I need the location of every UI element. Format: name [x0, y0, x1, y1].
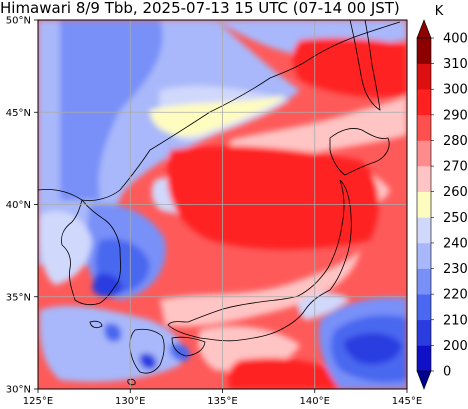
- colorbar-segment: [417, 268, 431, 295]
- lat-tick-label: 30°N: [6, 385, 31, 396]
- longitude-ticks: 125°E 130°E 135°E 140°E 145°E: [23, 389, 422, 407]
- warm-core-east: [166, 145, 379, 250]
- colorbar-over-triangle: [416, 19, 432, 39]
- colorbar-label: 400: [443, 32, 468, 47]
- colorbar-segment: [417, 319, 431, 346]
- colorbar-label: 260: [443, 185, 468, 200]
- japan-pale-patches: [160, 250, 360, 327]
- northwest-cloud-core: [60, 20, 163, 200]
- colorbar-segment: [417, 166, 431, 192]
- southeast-deep-core: [344, 333, 402, 365]
- lon-tick-label: 145°E: [392, 396, 422, 407]
- colorbar-segment: [417, 191, 431, 218]
- map-title: Himawari 8/9 Tbb, 2025-07-13 15 UTC (07-…: [0, 0, 400, 17]
- colorbar-label: 230: [443, 262, 468, 277]
- warm-core-south: [228, 358, 340, 389]
- lat-tick-label: 50°N: [6, 16, 31, 27]
- colorbar-label: 250: [443, 211, 468, 226]
- kyushu-cloud-core: [104, 323, 122, 342]
- colorbar-segment: [417, 63, 431, 90]
- lon-tick-label: 135°E: [207, 396, 237, 407]
- colorbar-label: 280: [443, 134, 468, 149]
- colorbar: 0 200 210 220 230 240 250 260 270 280 290 300 310 400…: [416, 4, 468, 390]
- korea-deep-core: [92, 273, 123, 297]
- lon-tick-label: 130°E: [115, 396, 145, 407]
- colorbar-segment: [417, 140, 431, 167]
- south-kyushu-core: [139, 353, 157, 370]
- lon-tick-label: 140°E: [300, 396, 330, 407]
- latitude-ticks: 30°N 35°N 40°N 45°N 50°N: [6, 16, 38, 396]
- colorbar-segment: [417, 345, 431, 372]
- cloud-field: [38, 20, 407, 389]
- colorbar-segment: [417, 89, 431, 116]
- colorbar-segment: [417, 114, 431, 141]
- colorbar-unit: K: [435, 4, 444, 19]
- sakhalin-coastline: [349, 20, 381, 111]
- colorbar-segment: [417, 294, 431, 321]
- yellow-band-north: [150, 95, 285, 137]
- colorbar-segment: [417, 242, 431, 269]
- colorbar-segment: [417, 38, 431, 64]
- colorbar-label: 0: [443, 365, 451, 380]
- shikoku-coastline: [171, 336, 206, 357]
- jeju-coastline: [89, 320, 103, 329]
- lat-tick-label: 40°N: [6, 200, 31, 211]
- colorbar-under-triangle: [416, 370, 432, 390]
- lat-tick-label: 35°N: [6, 292, 31, 303]
- colorbar-label: 290: [443, 108, 468, 123]
- tbb-image-layer: [38, 20, 407, 389]
- colorbar-label: 210: [443, 313, 468, 328]
- colorbar-label: 200: [443, 339, 468, 354]
- colorbar-label: 300: [443, 83, 468, 98]
- colorbar-label: 270: [443, 160, 468, 175]
- colorbar-label: 310: [443, 57, 468, 72]
- hokkaido-coastline: [329, 128, 390, 176]
- colorbar-label: 240: [443, 236, 468, 251]
- colorbar-label: 220: [443, 288, 468, 303]
- lon-tick-label: 125°E: [23, 396, 53, 407]
- north-pale-belt: [230, 95, 407, 162]
- southern-islands-coastline: [127, 378, 136, 386]
- colorbar-outline: [416, 37, 432, 372]
- colorbar-segment: [417, 217, 431, 244]
- west-korea-pale: [39, 211, 92, 285]
- gridlines: [38, 20, 407, 389]
- lat-tick-label: 45°N: [6, 108, 31, 119]
- korea-coastline: [61, 199, 121, 306]
- southeast-pale-fringe: [297, 293, 350, 320]
